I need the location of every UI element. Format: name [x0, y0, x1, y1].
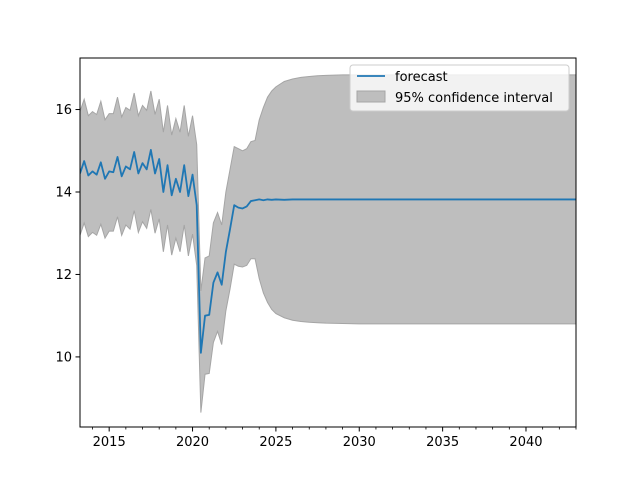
x-tick-label: 2035 [426, 435, 459, 450]
legend-frame [349, 64, 570, 112]
axes-frame [79, 57, 577, 428]
axes: 2015 2020 2025 2030 2035 2040 10 12 14 16 [55, 57, 577, 450]
plot-area [80, 74, 576, 413]
legend-interval-swatch [356, 90, 386, 103]
y-tick-label: 10 [55, 350, 72, 365]
legend-interval-label: 95% confidence interval [395, 91, 553, 106]
x-tick-label: 2015 [93, 435, 126, 450]
legend: forecast 95% confidence interval [349, 64, 570, 112]
forecast-line [80, 149, 576, 354]
y-tick-label: 12 [55, 268, 72, 283]
x-tick-label: 2040 [509, 435, 542, 450]
x-tick-label: 2030 [343, 435, 376, 450]
y-tick-label: 14 [55, 185, 72, 200]
x-tick-label: 2020 [176, 435, 209, 450]
x-tick-label: 2025 [259, 435, 292, 450]
y-tick-label: 16 [55, 103, 72, 118]
legend-forecast-label: forecast [395, 70, 448, 85]
